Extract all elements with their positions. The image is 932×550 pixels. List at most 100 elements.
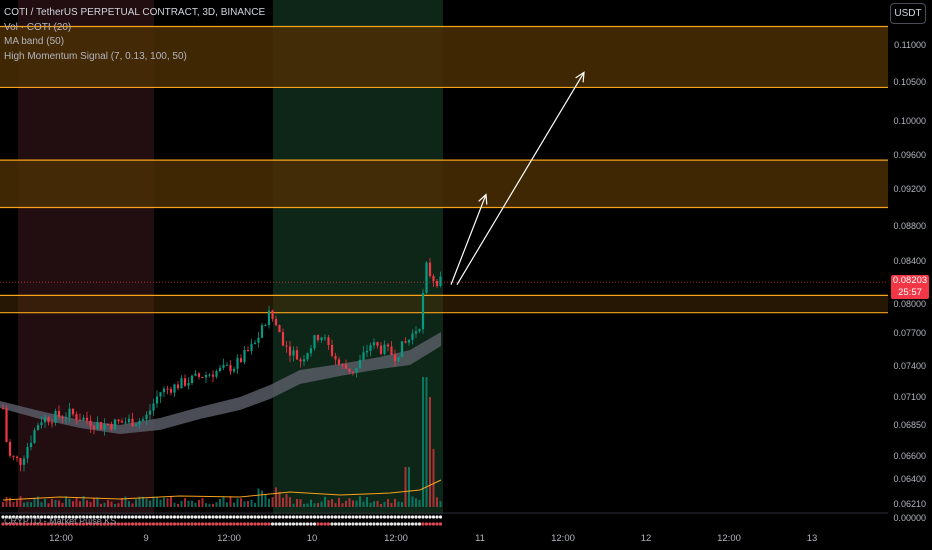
pulse-dot bbox=[267, 522, 271, 526]
pulse-dot bbox=[438, 515, 443, 519]
pulse-dot bbox=[421, 522, 425, 526]
volume-bar bbox=[79, 501, 81, 507]
candle-body bbox=[344, 364, 348, 369]
pulse-dot bbox=[197, 522, 201, 526]
pulse-dot bbox=[46, 515, 51, 519]
volume-bar bbox=[296, 498, 298, 507]
candle-body bbox=[246, 349, 250, 352]
pulse-dot bbox=[319, 522, 324, 526]
candle-body bbox=[295, 350, 299, 360]
candle-body bbox=[124, 422, 127, 424]
volume-bar bbox=[383, 502, 386, 507]
pulse-dot bbox=[85, 522, 89, 526]
pulse-dot bbox=[193, 515, 198, 519]
candle-body bbox=[239, 358, 243, 363]
pulse-dot bbox=[162, 515, 166, 519]
pulse-dot bbox=[186, 522, 191, 526]
pulse-dot bbox=[431, 515, 436, 519]
volume-bar bbox=[117, 503, 120, 507]
pulse-dot bbox=[190, 515, 194, 519]
pulse-dot bbox=[312, 515, 317, 519]
candle-body bbox=[131, 418, 134, 427]
candle-body bbox=[222, 364, 225, 368]
volume-bar bbox=[138, 496, 141, 507]
volume-bar bbox=[411, 496, 414, 507]
candle-body bbox=[225, 364, 229, 366]
pulse-dot bbox=[204, 515, 208, 519]
pulse-dot bbox=[74, 515, 79, 519]
pulse-dot bbox=[309, 522, 313, 526]
volume-bar bbox=[201, 498, 204, 507]
volume-bar bbox=[313, 503, 316, 507]
pulse-dot bbox=[22, 515, 26, 519]
pulse-dot bbox=[102, 515, 107, 519]
volume-bar bbox=[317, 503, 319, 507]
pulse-dot bbox=[326, 522, 331, 526]
volume-bar bbox=[380, 503, 382, 507]
candle-body bbox=[278, 325, 281, 333]
volume-bar bbox=[436, 497, 438, 507]
pulse-dot bbox=[169, 515, 173, 519]
pulse-dot bbox=[200, 522, 205, 526]
volume-bar bbox=[373, 501, 375, 507]
volume-bar bbox=[324, 496, 326, 507]
candle-body bbox=[421, 292, 425, 330]
pulse-dot bbox=[235, 515, 240, 519]
pulse-dot bbox=[4, 522, 9, 526]
candle-body bbox=[218, 367, 222, 372]
pulse-dot bbox=[340, 522, 345, 526]
candle-body bbox=[201, 376, 204, 378]
volume-indicator-label[interactable]: Vol · COTI (20) bbox=[4, 21, 72, 33]
price-axis-label: 0.07100 bbox=[893, 392, 926, 402]
pulse-dot bbox=[323, 515, 327, 519]
price-axis-label: 0.10000 bbox=[893, 116, 926, 126]
pulse-dot bbox=[64, 522, 68, 526]
pulse-dot bbox=[438, 522, 443, 526]
pulse-dot bbox=[274, 522, 278, 526]
pulse-dot bbox=[228, 515, 233, 519]
volume-bar bbox=[124, 496, 127, 507]
volume-bar bbox=[240, 498, 242, 507]
candle-body bbox=[71, 408, 75, 415]
pulse-dot bbox=[36, 522, 40, 526]
candle-body bbox=[439, 276, 442, 287]
pulse-dot bbox=[92, 515, 96, 519]
pulse-dot bbox=[424, 515, 429, 519]
pulse-dot bbox=[29, 522, 33, 526]
pulse-dot bbox=[130, 522, 135, 526]
pulse-dot bbox=[375, 522, 380, 526]
price-axis-label: 0.06210 bbox=[893, 499, 926, 509]
currency-button[interactable]: USDT bbox=[890, 3, 926, 24]
pulse-dot bbox=[305, 522, 310, 526]
volume-bar bbox=[194, 502, 197, 507]
candle-body bbox=[29, 442, 33, 448]
momentum-signal-indicator-label[interactable]: High Momentum Signal (7, 0.13, 100, 50) bbox=[4, 50, 187, 62]
volume-bar bbox=[425, 377, 428, 507]
pulse-dot bbox=[197, 515, 201, 519]
ma-band-indicator-label[interactable]: MA band (50) bbox=[4, 36, 65, 47]
volume-bar bbox=[100, 503, 102, 507]
symbol-title[interactable]: COTI / TetherUS PERPETUAL CONTRACT, 3D, … bbox=[4, 7, 266, 18]
pulse-dot bbox=[316, 515, 320, 519]
candle-body bbox=[355, 368, 358, 373]
pulse-dot bbox=[109, 515, 114, 519]
candle-body bbox=[425, 262, 428, 293]
candle-body bbox=[418, 329, 421, 332]
pulse-dot bbox=[361, 522, 366, 526]
pulse-dot bbox=[386, 515, 390, 519]
pulse-dot bbox=[176, 522, 180, 526]
pulse-dot bbox=[102, 522, 107, 526]
candle-body bbox=[351, 371, 355, 373]
candle-body bbox=[148, 410, 152, 415]
pulse-dot bbox=[396, 522, 401, 526]
volume-bar bbox=[261, 490, 263, 507]
volume-bar bbox=[320, 501, 323, 507]
volume-bar bbox=[366, 497, 368, 507]
candle-body bbox=[106, 423, 110, 425]
pulse-dot bbox=[410, 522, 415, 526]
pulse-dot bbox=[351, 515, 355, 519]
pulse-dot bbox=[32, 522, 37, 526]
pulse-dot bbox=[151, 515, 156, 519]
volume-bar bbox=[334, 503, 337, 507]
